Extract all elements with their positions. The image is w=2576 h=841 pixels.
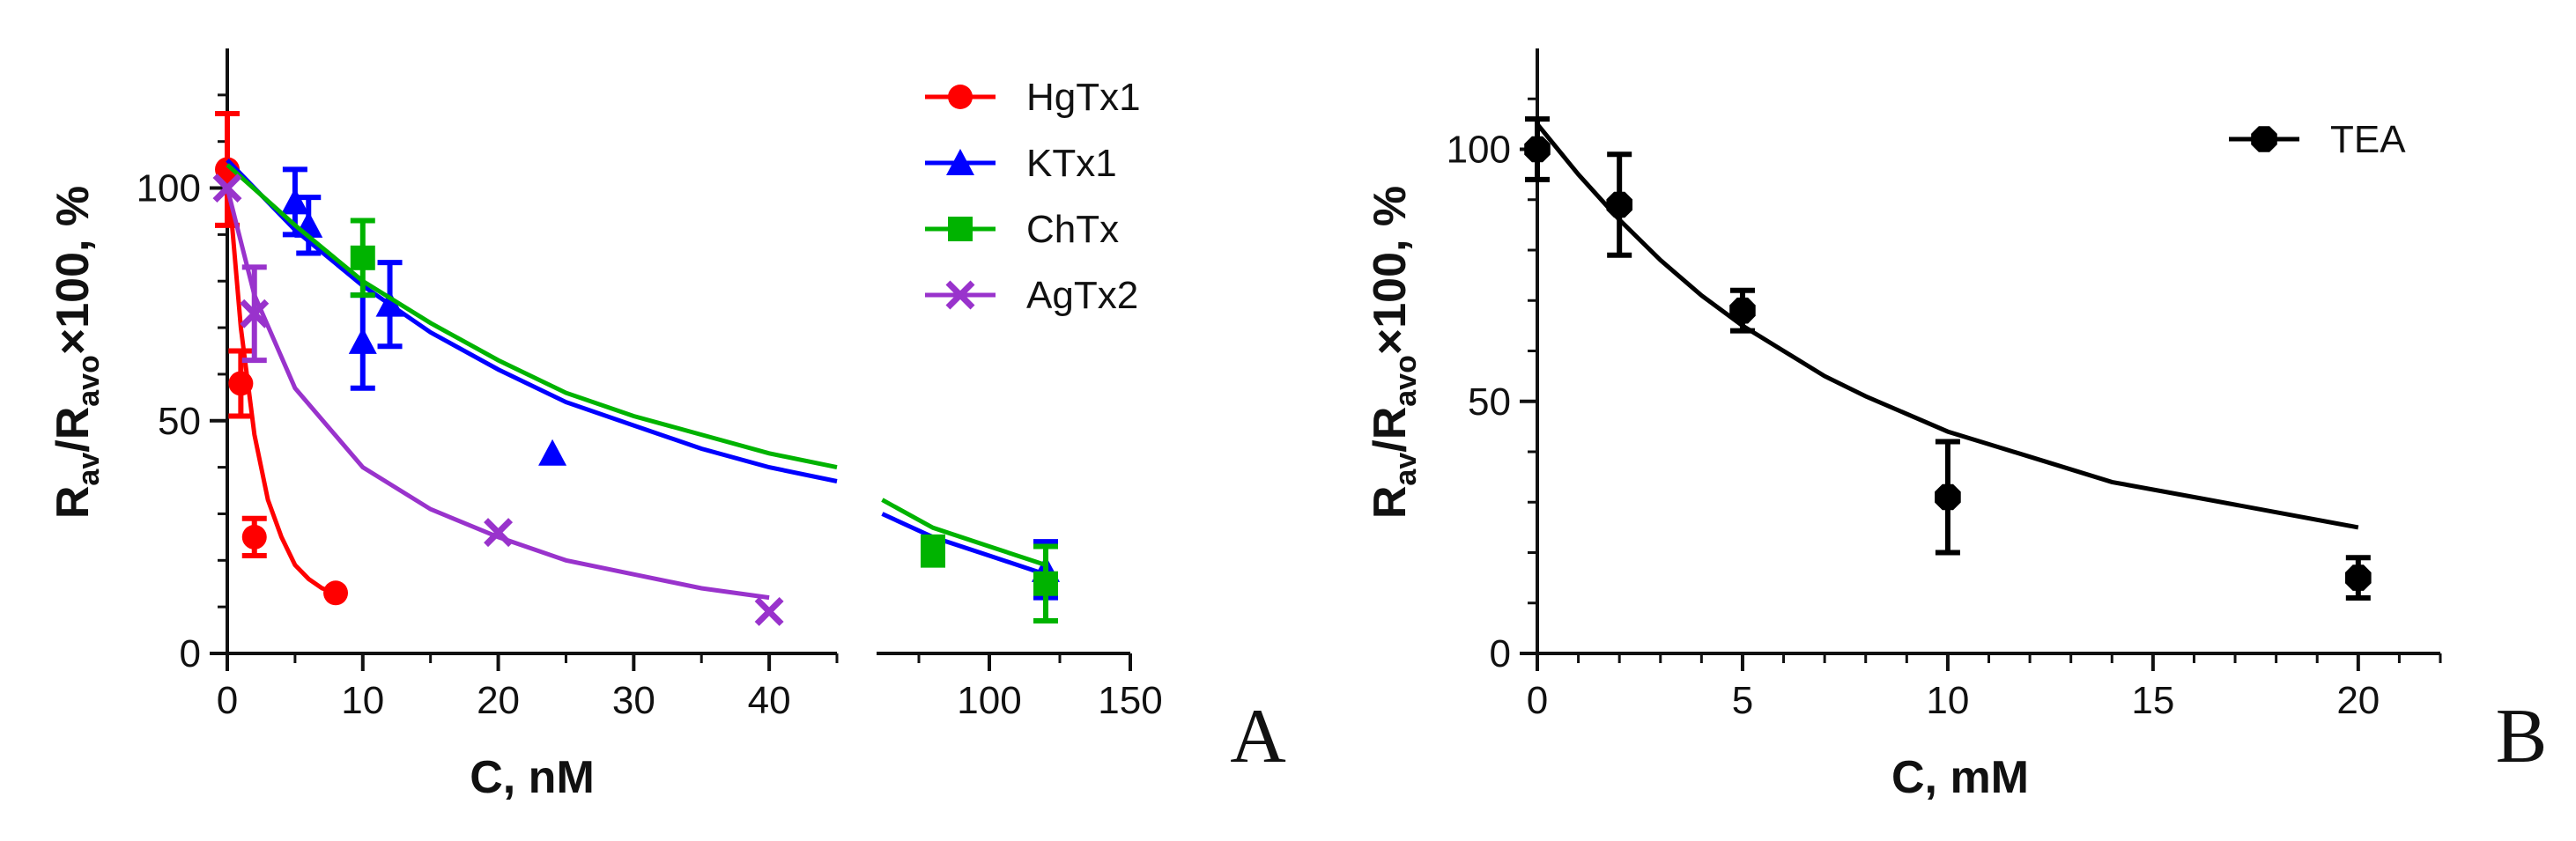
y-axis-title-part: avo xyxy=(1389,355,1423,407)
fit-curve xyxy=(225,169,337,595)
fit-curve xyxy=(1536,122,2359,530)
data-point xyxy=(1033,571,1058,596)
fit-curve-right xyxy=(881,498,1047,567)
y-axis-title-part: ×100, % xyxy=(48,186,99,355)
legend-marker xyxy=(948,217,973,241)
data-point xyxy=(2345,564,2372,591)
data-point xyxy=(323,580,349,606)
series-ktx1 xyxy=(226,159,1060,601)
y-axis-title: Rav/Ravo×100, % xyxy=(1365,186,1423,519)
data-point xyxy=(484,518,514,548)
legend-marker xyxy=(948,85,973,109)
y-tick-label: 0 xyxy=(180,632,201,675)
data-point xyxy=(921,538,945,564)
data-point xyxy=(754,596,784,626)
x-tick-label: 15 xyxy=(2131,679,2174,722)
y-axis-title-part: R xyxy=(1365,486,1416,520)
fit-curve xyxy=(226,159,838,483)
series-chtx xyxy=(226,163,1058,624)
legend-marker xyxy=(946,149,974,175)
data-point xyxy=(215,157,240,182)
x-tick-label: 20 xyxy=(2336,679,2380,722)
fit-curve xyxy=(225,187,770,601)
series-agtx2 xyxy=(212,173,784,626)
data-point xyxy=(1524,136,1551,163)
y-tick-label: 50 xyxy=(158,400,201,443)
marker-stroke xyxy=(240,299,270,328)
panel-a: 0 50 100 0 10 20 30 40 100 150 C, nM Rav/Ravo×100, … xyxy=(48,48,1286,803)
panel-label-a: A xyxy=(1230,694,1286,779)
marker-stroke xyxy=(754,596,784,626)
y-tick-label: 100 xyxy=(1447,129,1511,172)
legend-label: KTx1 xyxy=(1026,142,1117,185)
series-hgtx1 xyxy=(215,110,349,606)
marker-stroke xyxy=(945,280,975,310)
data-point xyxy=(212,173,242,203)
legend-label: AgTx2 xyxy=(1026,274,1138,317)
x-tick-label: 10 xyxy=(341,679,384,722)
panel-label-b: B xyxy=(2496,694,2548,779)
fit-curve xyxy=(226,163,838,470)
data-point xyxy=(240,299,270,328)
data-point xyxy=(1729,297,1756,324)
marker-stroke xyxy=(212,173,242,203)
fit-curve-right xyxy=(881,512,1047,577)
data-point xyxy=(348,327,377,354)
y-axis-title-part: avo xyxy=(72,355,106,407)
x-tick-label: 0 xyxy=(217,679,238,722)
data-point xyxy=(375,290,404,317)
y-axis-title-part: R xyxy=(48,486,99,520)
x-tick-label: 30 xyxy=(612,679,655,722)
legend-label: HgTx1 xyxy=(1026,76,1141,119)
y-axis-title-part: /R xyxy=(48,407,99,453)
y-axis-title-part: av xyxy=(1389,453,1423,486)
y-tick-label: 100 xyxy=(137,167,201,210)
x-tick-label: 10 xyxy=(1926,679,1969,722)
panel-b: 0 50 100 0 5 10 15 20 C, mM Rav/Ravo×100, % TEA B xyxy=(1365,48,2547,803)
marker-stroke xyxy=(484,518,514,548)
y-axis-title-part: ×100, % xyxy=(1365,186,1416,355)
x-tick-label: 100 xyxy=(957,679,1021,722)
data-point xyxy=(1606,191,1632,218)
x-tick-label: 20 xyxy=(477,679,520,722)
legend-label: ChTx xyxy=(1026,208,1119,251)
x-tick-label: 5 xyxy=(1732,679,1753,722)
series-tea xyxy=(1524,116,2372,601)
data-point xyxy=(350,245,375,270)
y-tick-label: 50 xyxy=(1468,380,1511,424)
legend-a: HgTx1 KTx1 ChTx AgTx2 xyxy=(925,76,1141,317)
x-tick-label: 40 xyxy=(748,679,791,722)
data-point xyxy=(280,188,309,215)
x-axis-title: C, nM xyxy=(470,752,595,803)
data-point xyxy=(1935,483,1961,511)
x-tick-label: 150 xyxy=(1098,679,1162,722)
data-point xyxy=(538,439,567,466)
legend-b: TEA xyxy=(2229,118,2406,161)
legend-label: TEA xyxy=(2330,118,2406,161)
y-tick-label: 0 xyxy=(1490,632,1511,675)
legend-marker xyxy=(2251,126,2277,152)
data-point xyxy=(228,371,254,396)
data-point xyxy=(241,524,267,550)
y-axis-title: Rav/Ravo×100, % xyxy=(48,186,106,519)
x-tick-label: 0 xyxy=(1527,679,1548,722)
x-axis-title: C, mM xyxy=(1891,752,2029,803)
y-axis-title-part: av xyxy=(72,453,106,486)
y-axis-title-part: /R xyxy=(1365,407,1416,453)
legend-marker xyxy=(945,280,975,310)
